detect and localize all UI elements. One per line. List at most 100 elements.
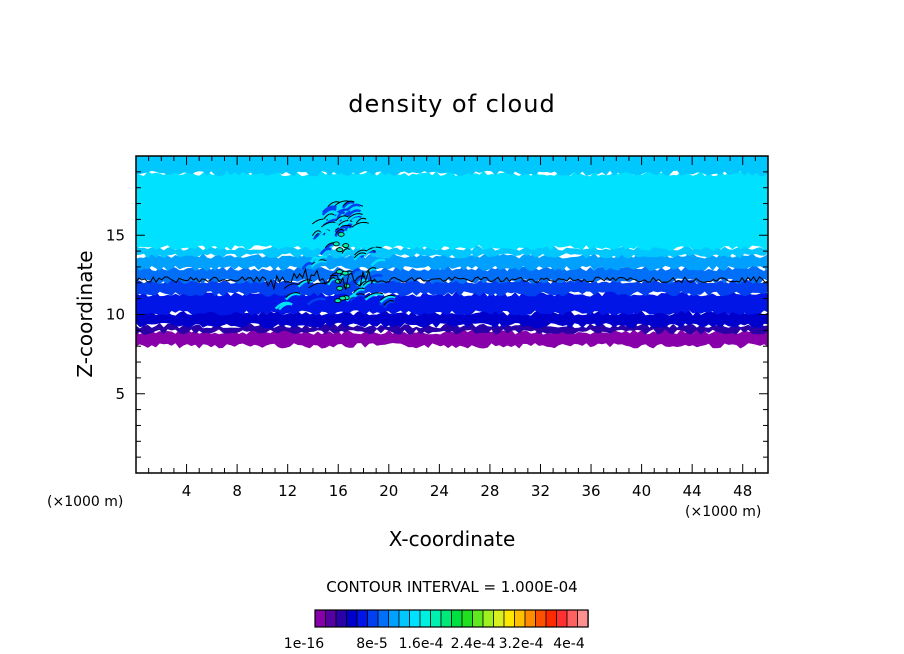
plume-streak xyxy=(337,220,353,229)
plume-streak xyxy=(297,279,313,288)
plume-streak xyxy=(347,213,364,222)
density-layer xyxy=(136,156,768,177)
x-axis-label: X-coordinate xyxy=(389,527,516,551)
plume-streak xyxy=(306,297,326,306)
y-axis-label: Z-coordinate xyxy=(73,250,97,377)
y-tick-label: 15 xyxy=(106,226,125,244)
plume-streak xyxy=(365,267,377,276)
plume-streak xyxy=(345,294,358,302)
colorbar-label: 2.4e-4 xyxy=(451,636,496,652)
plume-streak xyxy=(301,262,313,270)
x-tick-label: 12 xyxy=(278,482,297,500)
plume-core-cell xyxy=(336,285,344,291)
plume-streak xyxy=(346,209,362,218)
colorbar-swatch xyxy=(430,609,442,628)
density-layer xyxy=(136,291,768,316)
plume-core-cell xyxy=(342,243,350,249)
plume-contour xyxy=(323,213,335,220)
plume-streak xyxy=(366,274,383,282)
plume-contour xyxy=(311,218,328,225)
plume-streak xyxy=(314,255,328,264)
plume-contour xyxy=(365,292,384,299)
plume-streak xyxy=(327,211,339,220)
colorbar-swatch xyxy=(346,609,358,628)
plume-contour xyxy=(355,217,367,224)
plume-contour xyxy=(334,229,345,235)
plume-streak xyxy=(304,239,320,248)
plume-contour xyxy=(353,287,365,294)
colorbar-label: 4e-4 xyxy=(553,636,585,652)
colorbar-swatch xyxy=(335,609,348,628)
plume-streak xyxy=(364,292,384,301)
plume-streak xyxy=(311,218,329,227)
plume-contour xyxy=(283,283,299,289)
plume-core-cell xyxy=(332,241,340,247)
density-layer xyxy=(136,310,768,329)
plume-core-cell xyxy=(339,295,347,301)
x-tick-label: 36 xyxy=(581,482,600,500)
plume-contour xyxy=(347,213,363,219)
plume-contour xyxy=(312,230,321,236)
colorbar-swatch xyxy=(535,609,547,628)
x-tick-label: 20 xyxy=(379,482,398,500)
contour-line xyxy=(136,267,768,291)
x-tick-label: 48 xyxy=(733,482,752,500)
plume-contour xyxy=(354,275,365,282)
plume-streak xyxy=(274,301,291,310)
colorbar-swatch xyxy=(409,609,421,628)
plume-streak xyxy=(327,277,337,286)
plume-streak xyxy=(318,229,330,238)
plume-contour xyxy=(342,200,355,207)
x-tick-label: 44 xyxy=(683,482,702,500)
density-layer xyxy=(136,265,768,284)
plume-contour xyxy=(308,282,327,289)
plume-streak xyxy=(323,213,335,222)
plume-streak xyxy=(336,211,346,219)
plume-contour xyxy=(338,220,353,226)
plume-streak xyxy=(379,295,396,304)
plume-contour xyxy=(383,300,395,306)
plume-streak xyxy=(350,222,370,231)
colorbar-label: 3.2e-4 xyxy=(499,636,544,652)
density-layers xyxy=(136,156,768,349)
x-tick-label: 8 xyxy=(232,482,242,500)
plume-streak xyxy=(319,247,332,256)
plot-area xyxy=(136,156,768,473)
colorbar-swatch xyxy=(377,609,390,628)
x-axis-unit-right: (×1000 m) xyxy=(685,504,761,520)
colorbar-swatch xyxy=(545,609,558,628)
plume-contour xyxy=(298,279,313,286)
plume-streak xyxy=(283,283,300,292)
plume-contour xyxy=(380,294,396,301)
plume-core-cell xyxy=(336,269,343,275)
plume-streak xyxy=(354,275,365,284)
plume-contour xyxy=(335,224,352,231)
colorbar-label: 1.6e-4 xyxy=(399,636,444,652)
colorbar-swatch xyxy=(514,609,526,628)
plume-contour xyxy=(354,252,367,259)
plume-streak xyxy=(353,252,367,261)
density-layer xyxy=(136,170,768,251)
plume-core-cell xyxy=(334,298,342,304)
x-tick-label: 4 xyxy=(182,482,192,500)
colorbar-swatch xyxy=(566,609,579,628)
colorbar-swatch xyxy=(356,609,369,628)
plume-core-cell xyxy=(337,231,345,237)
plume-streak xyxy=(370,258,386,267)
x-axis-unit-left: (×1000 m) xyxy=(47,494,123,510)
density-layer xyxy=(136,278,768,297)
plume-streak xyxy=(334,225,352,234)
colorbar-label: 1e-16 xyxy=(284,636,324,652)
colorbar-swatch xyxy=(472,609,484,628)
plume-streak xyxy=(310,259,327,268)
plume-core-cell xyxy=(336,247,344,253)
plume-streak xyxy=(312,232,326,241)
colorbar-swatch xyxy=(398,609,411,628)
contour-interval-label: CONTOUR INTERVAL = 1.000E-04 xyxy=(326,578,577,596)
colorbar-swatch xyxy=(314,609,327,628)
colorbar-swatch xyxy=(577,609,589,628)
colorbar-swatch xyxy=(419,609,432,628)
plume-contour xyxy=(362,280,376,286)
colorbar-swatch xyxy=(451,609,463,628)
